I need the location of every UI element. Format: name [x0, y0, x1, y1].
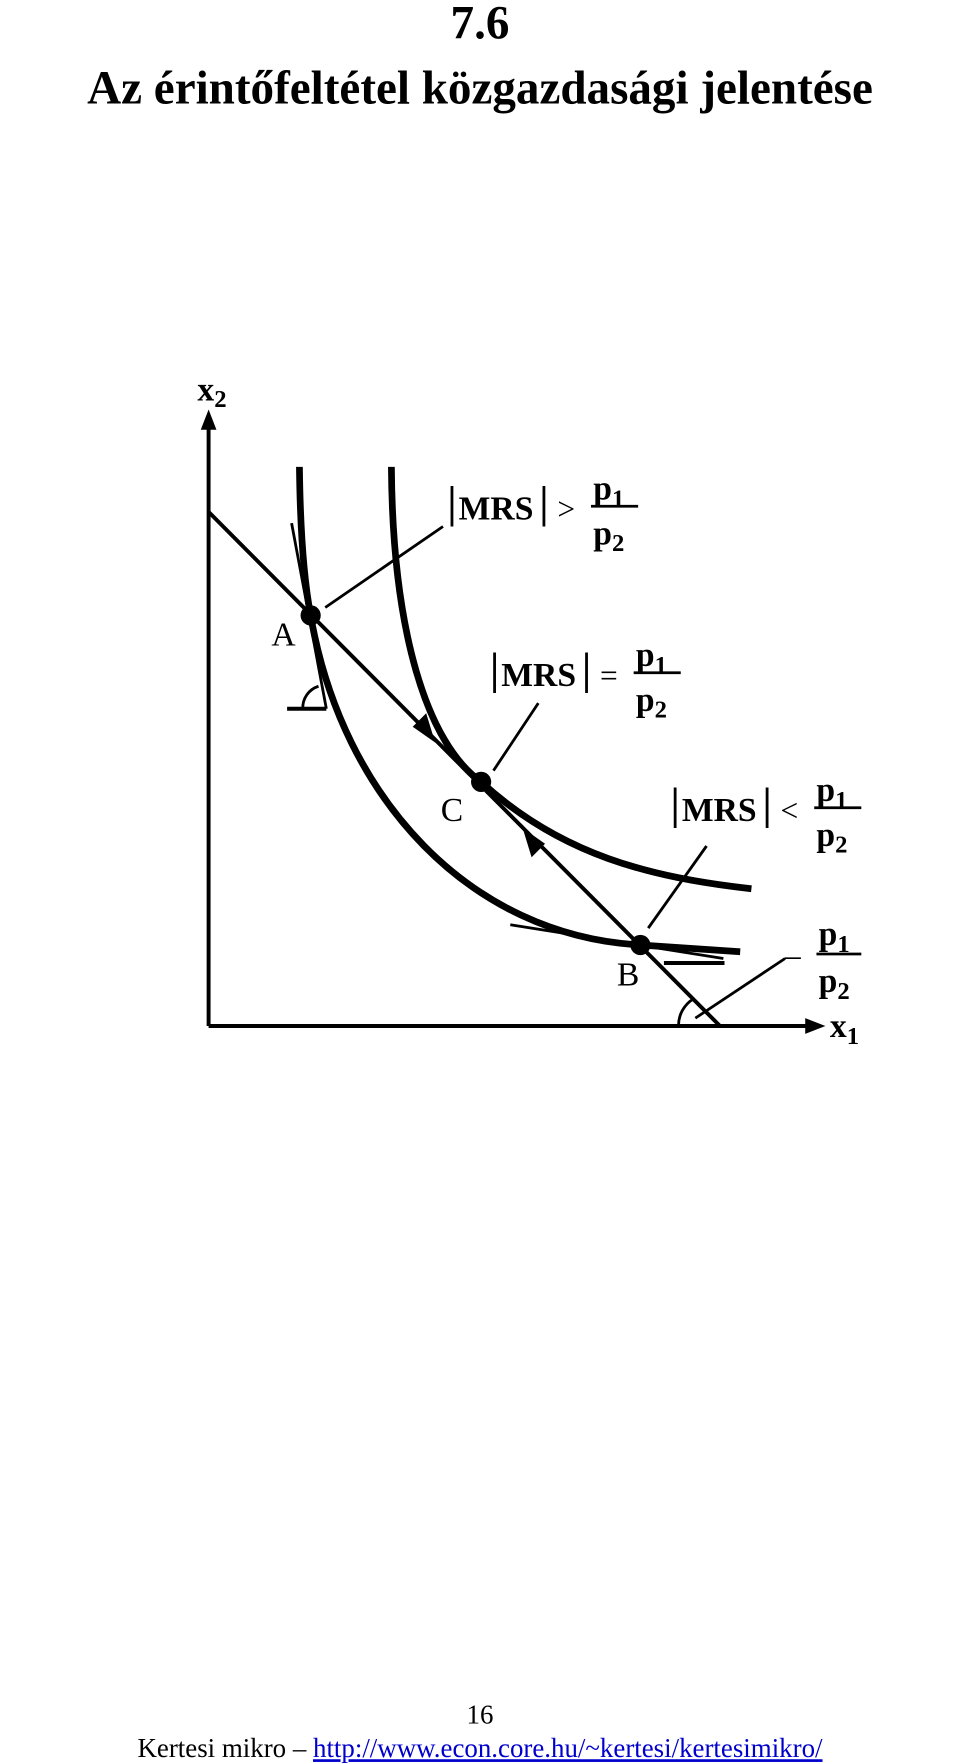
condition: MRS < p1 p2	[673, 772, 862, 859]
label-part: p	[636, 682, 655, 719]
page-number: 16	[467, 1699, 494, 1729]
svg-text:p2: p2	[636, 682, 667, 724]
label-part: 2	[612, 530, 624, 557]
title: Az érintőfeltétel közgazdasági jelentése	[87, 62, 873, 114]
label-part: p	[819, 916, 838, 953]
label-part: x	[197, 371, 214, 408]
angle-arc	[677, 997, 694, 1027]
point	[630, 934, 651, 956]
label-part: p	[636, 637, 655, 674]
tangent	[510, 923, 724, 960]
label-part: p	[819, 963, 838, 1000]
footer: Kertesi mikro – http://www.econ.core.hu/…	[137, 1733, 823, 1763]
svg-text:p2: p2	[593, 515, 624, 557]
label-part: 2	[837, 978, 849, 1005]
point	[300, 605, 321, 626]
indifference-curve	[296, 466, 741, 956]
label-part: >	[557, 492, 575, 527]
label-part: Kertesi mikro –	[137, 1733, 313, 1763]
label-part: –	[784, 937, 801, 972]
label-part: 2	[655, 697, 667, 724]
label-part: MRS	[501, 657, 576, 694]
arrow	[412, 713, 436, 743]
label-part: p	[593, 470, 612, 507]
axes	[200, 409, 826, 1034]
svg-text:p2: p2	[816, 817, 847, 859]
label-part: MRS	[459, 491, 534, 528]
label-part: MRS	[682, 792, 757, 829]
footer-link[interactable]: http://www.econ.core.hu/~kertesi/kertesi…	[313, 1733, 823, 1763]
point	[471, 771, 492, 792]
label-part: =	[600, 658, 618, 693]
label-part: p	[816, 772, 835, 809]
point-label: B	[617, 956, 639, 993]
slope-label: – p1 p2	[784, 916, 862, 1005]
point-label: A	[271, 617, 296, 654]
label-part: 1	[847, 1023, 859, 1050]
svg-text:p1: p1	[819, 916, 850, 958]
label-part: 2	[214, 386, 226, 413]
point-label: C	[441, 792, 463, 829]
label-part: 1	[655, 652, 667, 679]
label-part: 1	[612, 485, 624, 512]
label-part: p	[593, 515, 612, 552]
svg-text:p2: p2	[819, 963, 850, 1005]
label-part: 1	[837, 931, 849, 958]
x-axis-label: x1	[830, 1008, 859, 1050]
condition: MRS > p1 p2	[450, 470, 639, 557]
angle-arc	[301, 684, 320, 709]
label-part: <	[781, 793, 799, 828]
leaders	[324, 525, 786, 1020]
condition: MRS = p1 p2	[493, 637, 681, 724]
label-part: 2	[835, 832, 847, 859]
section-number: 7.6	[451, 0, 510, 49]
arrow	[522, 828, 546, 858]
label-part: 1	[835, 787, 847, 814]
y-axis-label: x2	[197, 371, 226, 413]
label-part: p	[816, 817, 835, 854]
label-part: x	[830, 1008, 847, 1045]
